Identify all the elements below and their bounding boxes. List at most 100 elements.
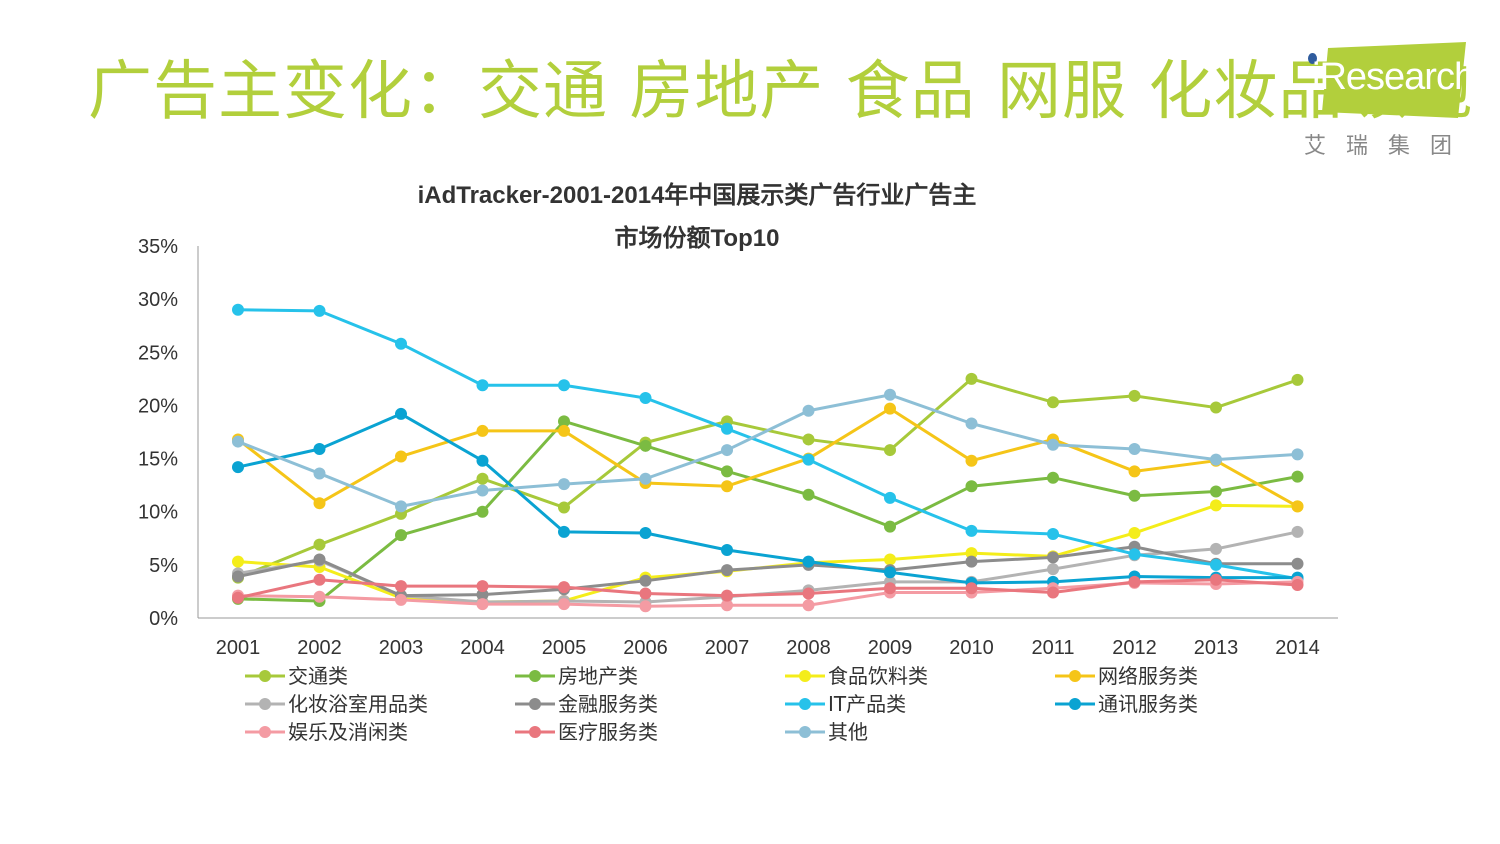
- x-tick-label: 2005: [542, 637, 587, 659]
- data-point: [313, 497, 326, 510]
- data-point: [232, 591, 244, 604]
- y-tick-label: 20%: [138, 395, 178, 417]
- data-point: [1128, 489, 1141, 502]
- legend-label: 食品饮料类: [828, 664, 928, 688]
- data-point: [1128, 465, 1141, 478]
- data-point: [1210, 401, 1222, 414]
- legend-swatch-marker: [799, 698, 811, 710]
- y-tick-label: 10%: [138, 502, 178, 524]
- data-point: [721, 465, 733, 478]
- data-point: [1291, 525, 1304, 538]
- legend-label: 网络服务类: [1098, 664, 1198, 688]
- data-point: [395, 529, 407, 542]
- data-point: [884, 520, 896, 533]
- data-point: [965, 417, 978, 430]
- series-line: [237, 407, 1299, 508]
- y-tick-label: 30%: [138, 289, 178, 311]
- data-point: [802, 453, 815, 466]
- data-point: [476, 379, 489, 392]
- series-9: [232, 573, 1304, 604]
- data-point: [1210, 558, 1222, 571]
- x-tick-label: 2004: [460, 637, 505, 659]
- data-point: [721, 599, 733, 612]
- logo-text: iResearch: [1312, 56, 1475, 98]
- data-point: [313, 538, 326, 551]
- legend-item: 其他: [785, 720, 868, 744]
- data-point: [1047, 438, 1059, 451]
- data-point: [558, 501, 570, 514]
- x-tick-label: 2012: [1112, 637, 1157, 659]
- data-point: [476, 454, 489, 467]
- data-point: [313, 590, 326, 603]
- data-point: [802, 599, 815, 612]
- y-tick-label: 35%: [138, 236, 178, 258]
- data-point: [802, 488, 815, 501]
- data-point: [1047, 471, 1059, 484]
- legend-item: 食品饮料类: [785, 664, 928, 688]
- data-point: [1291, 500, 1304, 513]
- data-point: [558, 581, 570, 594]
- legend-label: 医疗服务类: [558, 720, 658, 744]
- chart-title-line2: 市场份额Top10: [615, 224, 780, 252]
- series-line: [237, 578, 1298, 600]
- series-line: [237, 419, 1298, 603]
- legend-swatch-marker: [799, 726, 811, 738]
- data-point: [1291, 557, 1304, 570]
- iresearch-logo: iResearch 艾瑞集团: [1300, 38, 1480, 163]
- data-point: [802, 433, 815, 446]
- page-headline: 广告主变化：交通 房地产 食品 网服 化妆品领跑: [88, 55, 1474, 129]
- data-point: [721, 543, 733, 556]
- data-point: [313, 443, 326, 456]
- legend-swatch-marker: [259, 670, 271, 682]
- x-tick-label: 2001: [216, 637, 261, 659]
- data-point: [965, 555, 978, 568]
- legend-item: 房地产类: [515, 664, 638, 688]
- legend-item: 交通类: [245, 664, 348, 688]
- legend-item: 网络服务类: [1055, 664, 1198, 688]
- y-tick-label: 25%: [138, 342, 178, 364]
- data-point: [884, 553, 896, 566]
- data-point: [476, 580, 489, 593]
- data-point: [884, 402, 896, 415]
- data-point: [395, 450, 407, 463]
- series-line: [237, 393, 1298, 508]
- legend-label: 通讯服务类: [1098, 692, 1198, 716]
- data-point: [232, 570, 244, 583]
- data-point: [1128, 443, 1141, 456]
- data-point: [395, 580, 407, 593]
- x-tick-label: 2007: [705, 637, 750, 659]
- logo-dot-icon: [1308, 53, 1317, 64]
- legend-item: 医疗服务类: [515, 720, 658, 744]
- legend-label: 房地产类: [558, 664, 638, 688]
- series-10: [232, 388, 1304, 513]
- data-point: [1128, 389, 1141, 402]
- legend-swatch-marker: [529, 698, 541, 710]
- series-lines: [232, 303, 1304, 613]
- x-tick-label: 2014: [1275, 637, 1320, 659]
- data-point: [313, 304, 326, 317]
- legend-item: 化妆浴室用品类: [245, 692, 428, 716]
- data-point: [884, 491, 896, 504]
- data-point: [1291, 448, 1304, 461]
- data-point: [1128, 575, 1141, 588]
- data-point: [639, 439, 652, 452]
- data-point: [721, 422, 733, 435]
- y-tick-labels: 0% 5% 10% 15% 20% 25% 30% 35%: [138, 236, 178, 630]
- data-point: [476, 588, 489, 601]
- data-point: [1210, 453, 1222, 466]
- x-tick-label: 2011: [1031, 637, 1074, 659]
- x-tick-labels: 2001 2002 2003 2004 2005 2006 2007 2008 2009 2010…: [216, 637, 1320, 659]
- data-point: [313, 467, 326, 480]
- data-point: [232, 461, 244, 474]
- data-point: [558, 424, 570, 437]
- data-point: [802, 555, 815, 568]
- legend-swatch-marker: [529, 726, 541, 738]
- data-point: [802, 587, 815, 600]
- data-point: [395, 593, 407, 606]
- data-point: [558, 415, 570, 428]
- data-point: [1210, 542, 1222, 555]
- legend-swatch-marker: [259, 726, 271, 738]
- x-tick-label: 2008: [786, 637, 831, 659]
